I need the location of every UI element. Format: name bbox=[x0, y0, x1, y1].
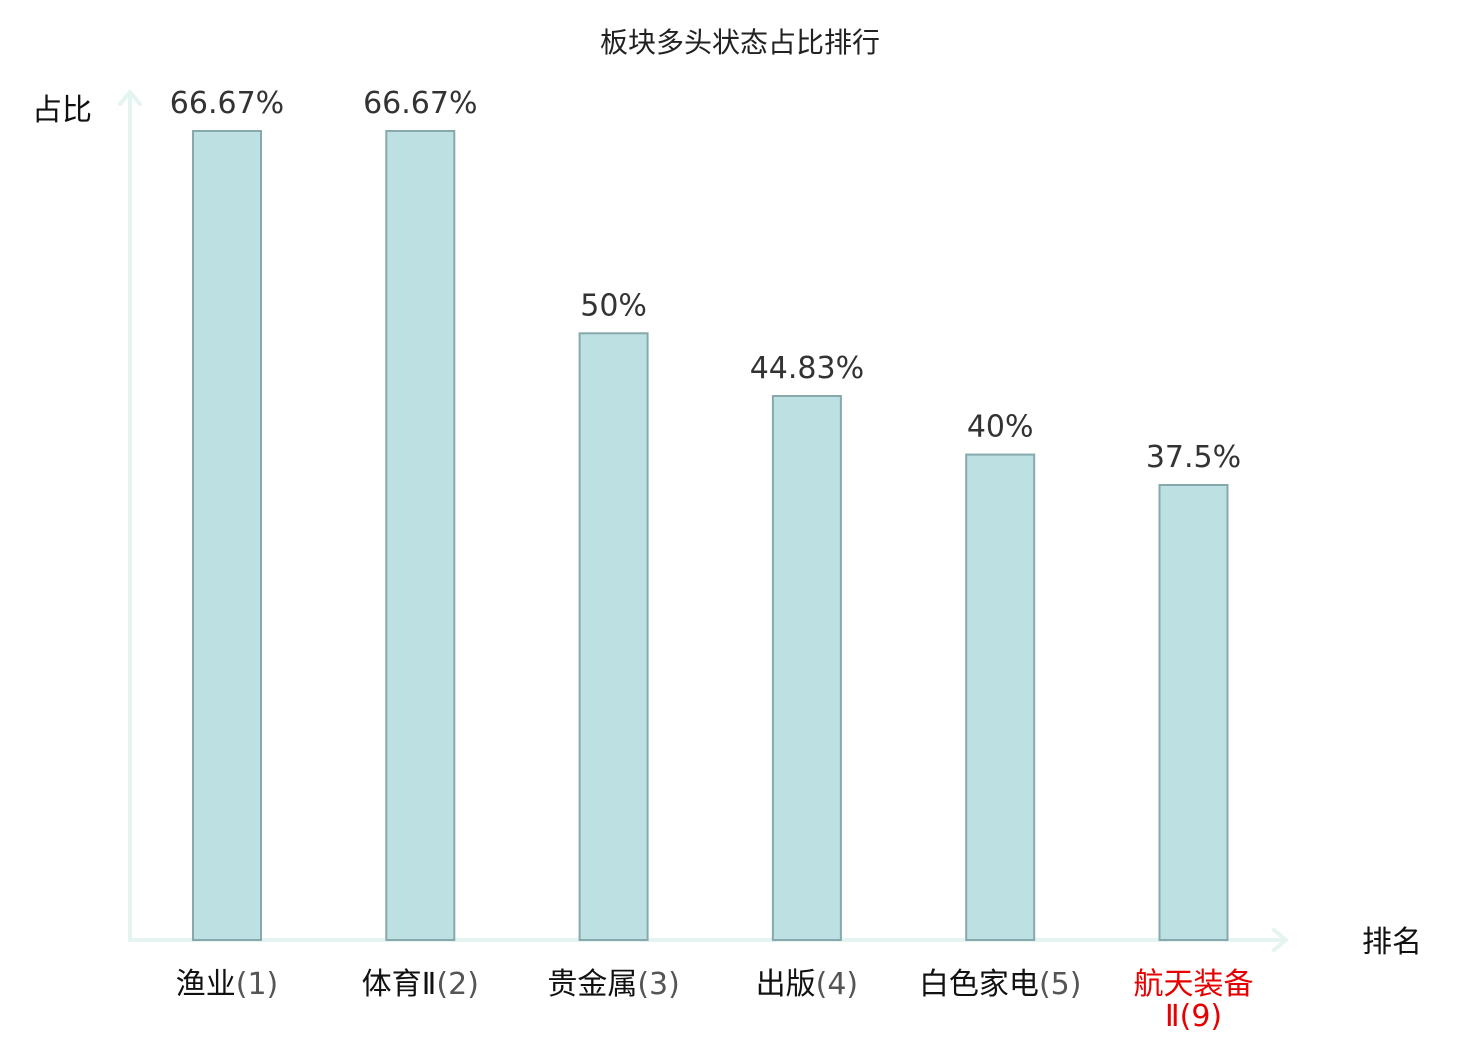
x-tick-name: 体育Ⅱ bbox=[362, 967, 437, 1002]
x-tick-rank: (1) bbox=[236, 967, 279, 1002]
x-tick-rank: Ⅱ(9) bbox=[1165, 999, 1222, 1034]
x-tick-name: 白色家电 bbox=[919, 967, 1039, 1002]
bar bbox=[1158, 484, 1229, 941]
x-tick-name: 出版 bbox=[756, 967, 816, 1002]
data-label: 66.67% bbox=[363, 86, 477, 121]
bar bbox=[385, 130, 456, 941]
x-tick-label: 体育Ⅱ(2) bbox=[362, 967, 479, 1002]
data-label: 37.5% bbox=[1146, 440, 1241, 475]
value-labels-group: 66.67% 66.67% 50% 44.83% 40% 37.5% bbox=[170, 86, 1241, 475]
x-tick-rank: (3) bbox=[637, 967, 680, 1002]
x-tick-label: 白色家电(5) bbox=[919, 967, 1081, 1002]
bar bbox=[192, 130, 262, 941]
x-tick-rank: (4) bbox=[816, 967, 859, 1002]
x-axis-label: 排名 bbox=[1362, 925, 1422, 960]
data-label: 66.67% bbox=[170, 86, 284, 121]
data-label: 40% bbox=[967, 410, 1034, 445]
y-axis-label: 占比 bbox=[32, 93, 92, 128]
y-axis-arrow bbox=[118, 90, 142, 106]
x-tick-label: 出版(4) bbox=[756, 967, 859, 1002]
data-label: 50% bbox=[580, 288, 647, 323]
bar bbox=[965, 453, 1036, 941]
bar bbox=[578, 332, 649, 941]
data-label: 44.83% bbox=[750, 351, 864, 386]
x-tick-rank: (5) bbox=[1039, 967, 1082, 1002]
x-tick-name: 贵金属 bbox=[547, 967, 637, 1002]
x-tick-rank: (2) bbox=[436, 967, 479, 1002]
x-tick-label: 渔业(1) bbox=[176, 967, 279, 1002]
bars-group bbox=[192, 130, 1229, 941]
x-tick-label: 航天装备 bbox=[1134, 967, 1254, 1002]
x-tick-name: 渔业 bbox=[176, 967, 236, 1002]
bar bbox=[771, 395, 842, 941]
chart-title: 板块多头状态占比排行 bbox=[600, 26, 880, 59]
x-axis-arrow bbox=[1272, 928, 1288, 952]
x-tick-label: 贵金属(3) bbox=[547, 967, 680, 1002]
